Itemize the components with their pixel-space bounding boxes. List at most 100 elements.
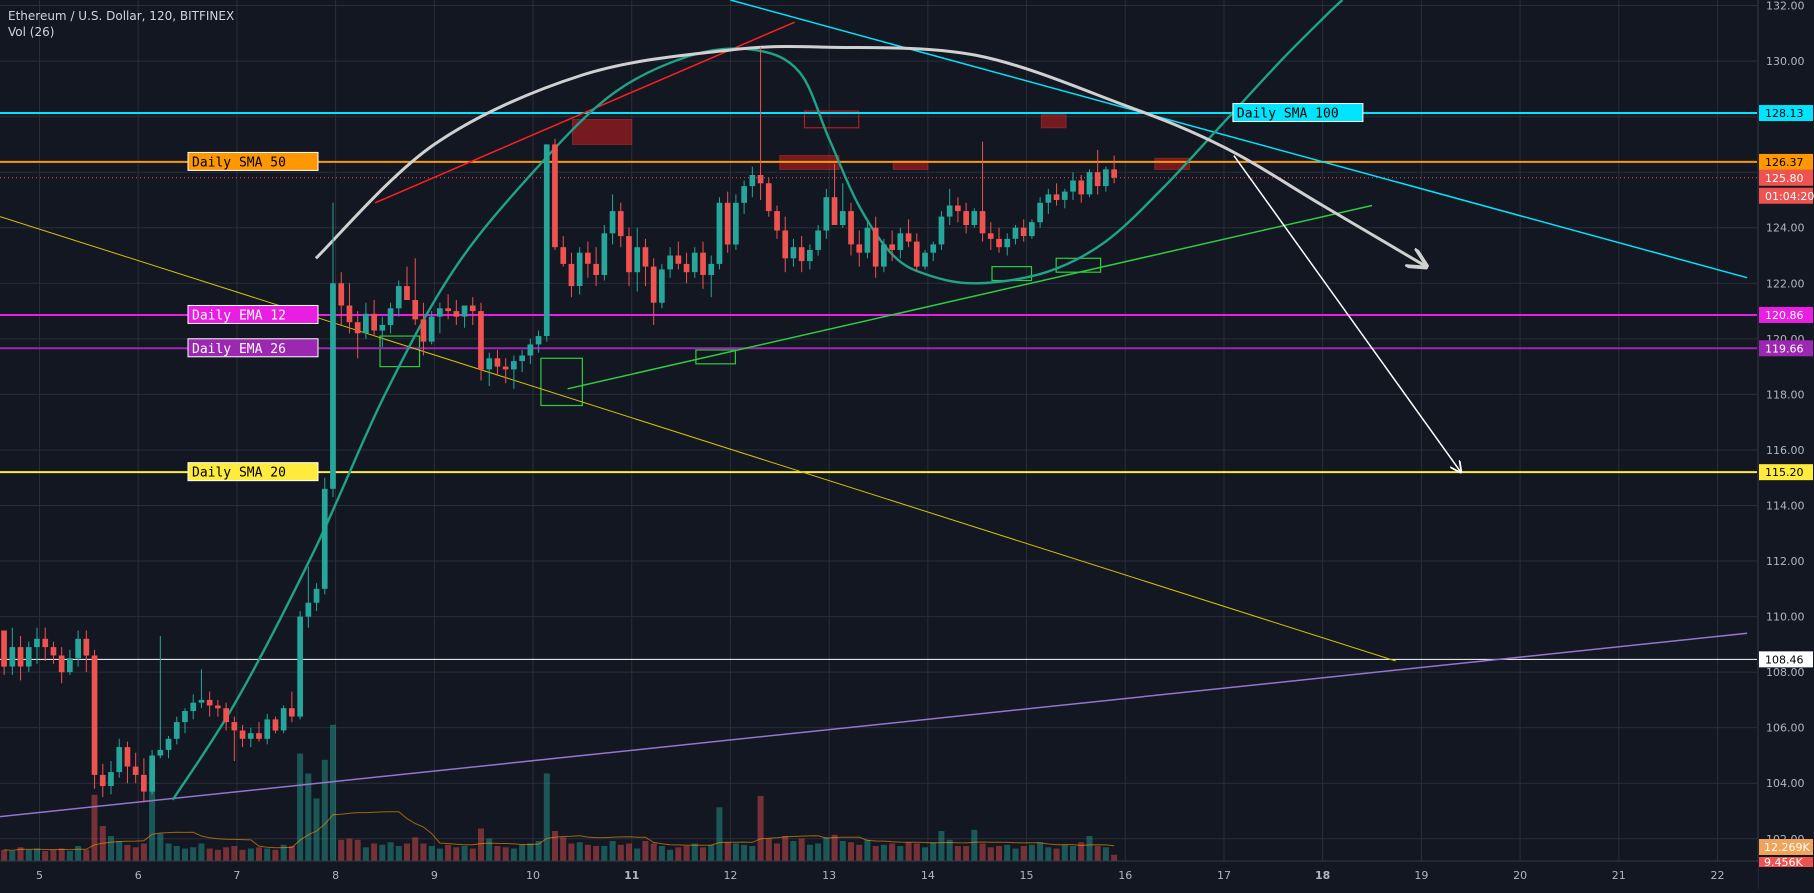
volume-bar — [1102, 847, 1109, 862]
candle-body — [453, 311, 460, 317]
candle-body — [445, 308, 451, 312]
volume-bar — [650, 843, 657, 861]
volume-bar — [1012, 848, 1019, 861]
volume-bar — [256, 847, 262, 862]
volume-badge-2-text: 9.456K — [1764, 856, 1803, 869]
volume-bar — [338, 839, 345, 862]
candle-body — [486, 358, 493, 370]
volume-bar — [543, 773, 550, 861]
volume-bar — [700, 847, 706, 862]
candle-body — [823, 197, 830, 231]
volume-bar — [116, 841, 123, 861]
candle-body — [239, 730, 246, 739]
volume-bar — [954, 846, 961, 861]
volume-bar — [609, 841, 616, 861]
level-price-badge — [1759, 153, 1813, 170]
candle-body — [206, 699, 213, 706]
volume-bar — [330, 724, 336, 862]
level-label-text: Daily EMA 26 — [192, 342, 286, 357]
volume-bar — [354, 839, 361, 862]
candle-body — [363, 313, 369, 334]
time-tick-label: 12 — [723, 869, 737, 882]
price-tick-label: 114.00 — [1766, 499, 1805, 512]
volume-bar — [741, 844, 748, 862]
volume-bar — [223, 847, 230, 862]
candle-body — [930, 244, 937, 253]
volume-bar — [724, 842, 731, 862]
candle-body — [979, 211, 986, 234]
candle-body — [420, 319, 427, 342]
level-label-text: Daily EMA 12 — [192, 308, 286, 323]
candle-body — [502, 366, 509, 370]
candle-body — [831, 197, 838, 225]
candle-body — [971, 211, 978, 225]
candle-body — [946, 205, 953, 217]
candle-body — [733, 202, 739, 245]
volume-bar — [749, 846, 756, 861]
volume-bar — [1061, 844, 1068, 862]
time-tick-label: 6 — [135, 869, 142, 882]
level-label-box — [187, 462, 319, 482]
volume-bar — [25, 849, 32, 862]
candle-body — [560, 247, 567, 264]
green-support-line — [567, 204, 1373, 390]
volume-bar — [198, 843, 205, 861]
volume-bar — [1045, 847, 1052, 862]
candle-body — [305, 602, 312, 617]
price-tick-label: 112.00 — [1766, 555, 1805, 568]
volume-bar — [568, 843, 575, 861]
level-price-badge-text: 108.46 — [1765, 653, 1804, 666]
volume-bar — [617, 844, 624, 862]
volume-bar — [1020, 846, 1027, 861]
candle-body — [757, 175, 764, 184]
candle-body — [91, 655, 98, 775]
candle-body — [848, 211, 854, 245]
candle-body — [313, 588, 320, 603]
volume-bar — [362, 847, 369, 862]
annotation-zones — [379, 110, 1190, 407]
volume-bar — [963, 846, 970, 861]
volume-bar — [913, 843, 920, 861]
candle-body — [511, 361, 517, 370]
volume-bar — [272, 849, 279, 862]
volume-bar — [305, 773, 312, 861]
price-tick-label: 132.00 — [1766, 0, 1805, 13]
candle-body — [108, 772, 114, 786]
last-price-badge-text: 125.80 — [1765, 172, 1804, 185]
price-tick-label: 130.00 — [1766, 55, 1805, 68]
time-axis-background — [0, 861, 1758, 889]
candle-body — [765, 183, 772, 212]
volume-bar — [872, 846, 879, 861]
volume-bar — [412, 837, 419, 862]
candle-body — [724, 202, 731, 245]
time-axis: 5 6 7 8 9 10 11 12 13 14 15 16 17 18 19 20 21 22 — [0, 860, 1758, 889]
candle-body — [198, 699, 205, 703]
volume-bar — [478, 828, 484, 861]
candle-body — [1094, 172, 1101, 187]
time-tick-label: 16 — [1118, 869, 1132, 882]
level-price-badge — [1759, 340, 1813, 357]
volume-bar — [790, 841, 797, 861]
volume-bar — [831, 834, 838, 862]
candle-body — [34, 638, 40, 648]
volume-bar — [815, 843, 822, 861]
volume-bar — [486, 838, 493, 861]
volume-bar — [535, 841, 542, 861]
level-label-text: Daily SMA 100 — [1237, 107, 1339, 122]
candle-body — [149, 755, 155, 792]
candle-body — [264, 719, 271, 739]
volume-bar — [75, 846, 82, 861]
volume-bar — [453, 847, 460, 862]
volume-bar — [17, 847, 24, 862]
candle-body — [782, 230, 789, 259]
volume-bar — [946, 839, 953, 862]
volume-bar — [436, 848, 443, 861]
volume-bar — [1, 849, 8, 862]
time-tick-label: 10 — [526, 869, 540, 882]
candle-body — [1037, 202, 1043, 223]
volume-bar — [642, 841, 649, 861]
candle-body — [889, 244, 895, 250]
candle-body — [461, 305, 468, 317]
